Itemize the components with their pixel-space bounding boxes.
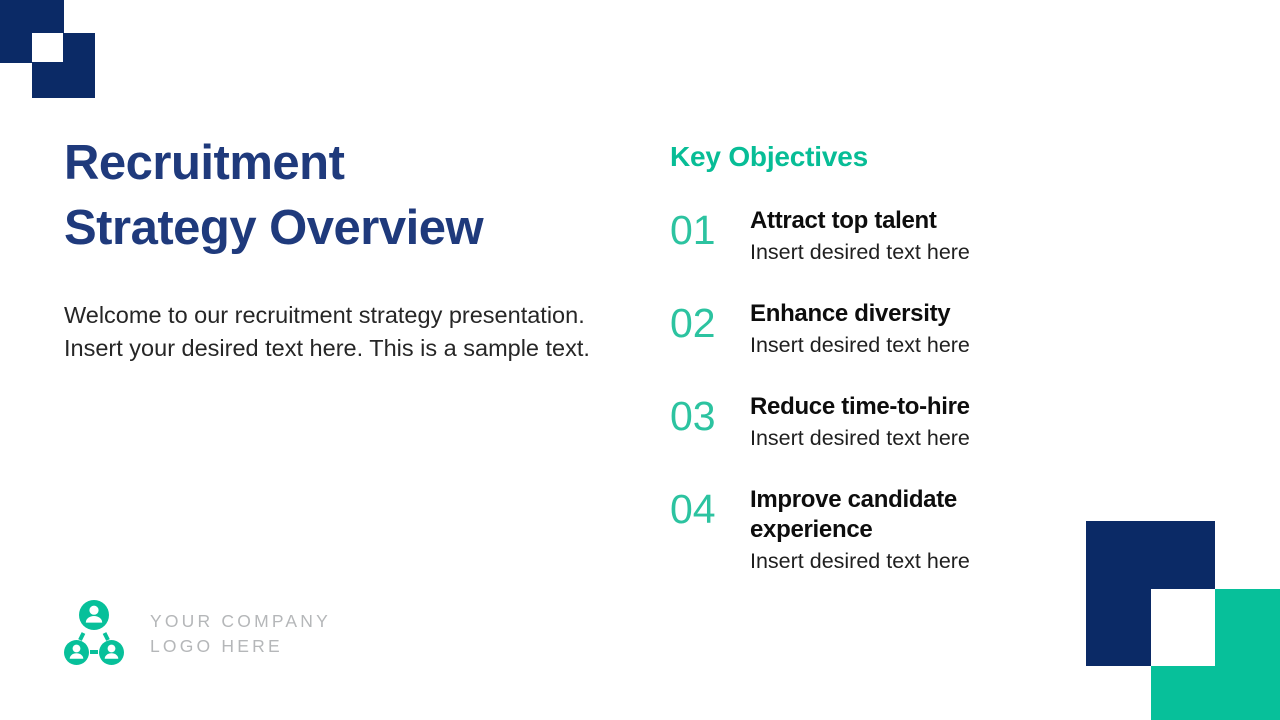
objective-description: Insert desired text here [750, 426, 970, 450]
key-objectives-section: Key Objectives 01 Attract top talent Ins… [670, 141, 1070, 608]
intro-paragraph: Welcome to our recruitment strategy pres… [64, 302, 590, 361]
deco-square-overlap-top-left [32, 33, 63, 62]
person-icon [99, 640, 124, 665]
objective-title: Attract top talent [750, 207, 937, 234]
objective-description: Insert desired text here [750, 549, 970, 573]
objective-title: Improve candidate experience [750, 486, 957, 543]
objective-text: Attract top talent Insert desired text h… [750, 206, 970, 266]
logo-text-line2: LOGO HERE [150, 636, 283, 656]
deco-square-overlap-bottom-right [1151, 589, 1215, 666]
objective-item-3: 03 Reduce time-to-hire Insert desired te… [670, 392, 1070, 452]
objective-text: Improve candidate experience Insert desi… [750, 485, 1020, 575]
objective-title: Enhance diversity [750, 300, 951, 327]
logo-placeholder-text: YOUR COMPANY LOGO HERE [150, 609, 331, 659]
objective-item-4: 04 Improve candidate experience Insert d… [670, 485, 1070, 575]
objective-number: 01 [670, 207, 716, 253]
objective-title: Reduce time-to-hire [750, 393, 970, 420]
slide-title: Recruitment Strategy Overview [64, 136, 484, 255]
company-logo-placeholder: YOUR COMPANY LOGO HERE [64, 600, 331, 668]
objective-item-1: 01 Attract top talent Insert desired tex… [670, 206, 1070, 266]
objective-description: Insert desired text here [750, 333, 970, 357]
objective-number: 04 [670, 486, 716, 532]
objective-description: Insert desired text here [750, 240, 970, 264]
person-icon [64, 640, 89, 665]
logo-text-line1: YOUR COMPANY [150, 611, 332, 631]
objective-number: 02 [670, 300, 716, 346]
objective-text: Enhance diversity Insert desired text he… [750, 299, 970, 359]
objective-text: Reduce time-to-hire Insert desired text … [750, 392, 970, 452]
objective-number: 03 [670, 393, 716, 439]
key-objectives-heading: Key Objectives [670, 141, 868, 172]
objective-item-2: 02 Enhance diversity Insert desired text… [670, 299, 1070, 359]
team-network-icon [64, 600, 124, 665]
person-icon [79, 600, 109, 630]
